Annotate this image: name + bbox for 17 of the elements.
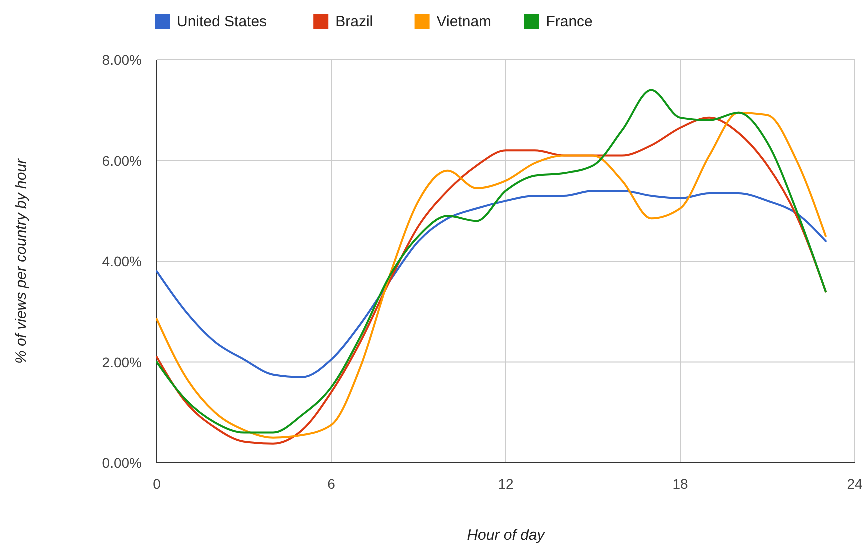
legend-label: Vietnam: [436, 14, 492, 30]
y-axis-title: % of views per country by hour: [13, 158, 30, 364]
legend-label: United States: [177, 14, 268, 30]
line-series: [156, 190, 827, 378]
legend-label: Brazil: [336, 14, 374, 30]
y-tick-label: 4.00%: [102, 254, 142, 270]
x-tick-label: 6: [328, 476, 336, 492]
y-tick-label: 8.00%: [102, 52, 142, 68]
legend-label: France: [546, 14, 593, 30]
y-tick-label: 0.00%: [102, 455, 142, 471]
x-tick-label: 18: [672, 476, 688, 492]
y-tick-label: 2.00%: [102, 354, 142, 370]
x-axis-title: Hour of day: [467, 527, 546, 544]
x-tick-label: 12: [498, 476, 514, 492]
x-tick-label: 24: [847, 476, 863, 492]
x-tick-label: 0: [153, 476, 162, 492]
y-tick-label: 6.00%: [102, 152, 142, 169]
